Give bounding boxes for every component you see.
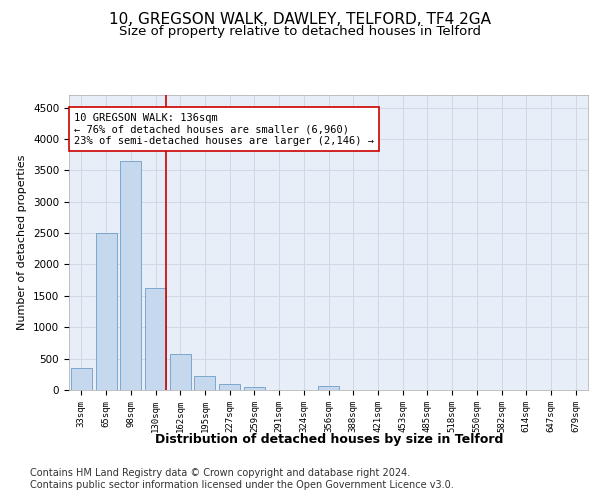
Bar [145,288,166,390]
Text: Contains public sector information licensed under the Open Government Licence v3: Contains public sector information licen… [30,480,454,490]
Bar [120,161,141,390]
Text: 10 GREGSON WALK: 136sqm
← 76% of detached houses are smaller (6,960)
23% of semi: 10 GREGSON WALK: 136sqm ← 76% of detache… [74,112,374,146]
Bar [219,384,240,390]
Bar [194,376,215,390]
Text: Size of property relative to detached houses in Telford: Size of property relative to detached ho… [119,25,481,38]
Text: 10, GREGSON WALK, DAWLEY, TELFORD, TF4 2GA: 10, GREGSON WALK, DAWLEY, TELFORD, TF4 2… [109,12,491,28]
Text: Distribution of detached houses by size in Telford: Distribution of detached houses by size … [155,432,503,446]
Bar [95,233,116,390]
Bar [244,386,265,390]
Bar [170,354,191,390]
Bar [71,368,92,390]
Y-axis label: Number of detached properties: Number of detached properties [17,155,28,330]
Bar [318,386,339,390]
Text: Contains HM Land Registry data © Crown copyright and database right 2024.: Contains HM Land Registry data © Crown c… [30,468,410,477]
